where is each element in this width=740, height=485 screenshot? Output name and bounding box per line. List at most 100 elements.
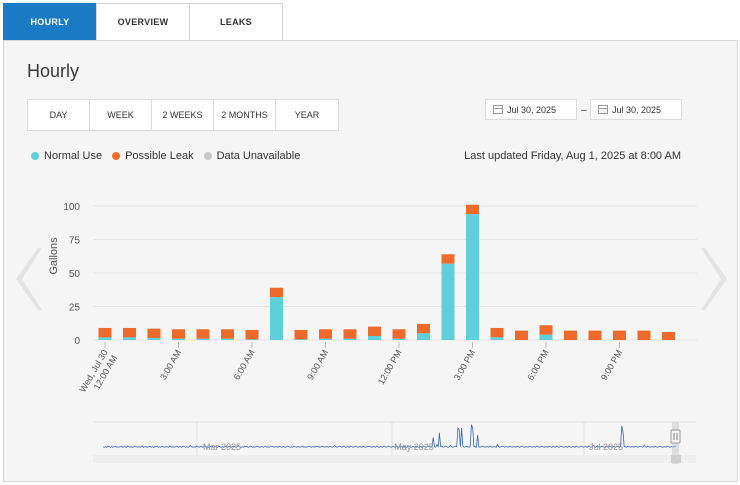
bar-possible-leak[interactable] <box>515 330 528 340</box>
svg-text:3:00 PM: 3:00 PM <box>452 348 477 382</box>
range-2-months-button[interactable]: 2 MONTHS <box>214 100 276 130</box>
bar-possible-leak[interactable] <box>417 323 430 334</box>
bar-possible-leak[interactable] <box>613 330 626 340</box>
bar-possible-leak[interactable] <box>539 325 553 335</box>
possible-leak-swatch <box>112 152 121 160</box>
bar-normal-use[interactable] <box>270 297 283 340</box>
bar-possible-leak[interactable] <box>368 326 381 336</box>
y-tick-label: 25 <box>69 303 81 314</box>
bar-normal-use[interactable] <box>123 337 136 340</box>
date-separator: – <box>581 105 587 116</box>
navigator-background <box>93 422 696 458</box>
navigator-series-line <box>102 424 677 449</box>
range-navigator[interactable]: Mar 2025 May 2025 Jul 2025 <box>93 421 696 464</box>
page-title: Hourly <box>27 61 80 81</box>
last-updated-text: Last updated Friday, Aug 1, 2025 at 8:00… <box>464 150 681 162</box>
x-tick-label: 12:00 PM <box>376 348 404 386</box>
bar-normal-use[interactable] <box>221 338 234 340</box>
bar-normal-use[interactable] <box>98 337 112 340</box>
tab-leaks[interactable]: LEAKS <box>189 3 283 40</box>
navigator-scrollbar-track[interactable] <box>93 455 696 463</box>
chevron-right-icon[interactable] <box>701 248 729 310</box>
bar-possible-leak[interactable] <box>172 329 185 339</box>
legend-normal-use[interactable]: Normal Use <box>31 150 102 162</box>
bar-possible-leak[interactable] <box>662 331 675 340</box>
y-tick-label: 50 <box>69 269 81 280</box>
range-selector: DAY WEEK 2 WEEKS 2 MONTHS YEAR <box>27 99 339 131</box>
x-tick-label: 3:00 AM <box>158 348 183 382</box>
calendar-icon <box>598 105 608 114</box>
tab-overview[interactable]: OVERVIEW <box>96 3 190 40</box>
svg-text:9:00 AM: 9:00 AM <box>305 348 330 382</box>
bar-normal-use[interactable] <box>490 337 504 340</box>
navigator-scrollbar-thumb[interactable] <box>671 455 681 463</box>
bar-possible-leak[interactable] <box>637 330 651 340</box>
x-tick-label: 9:00 PM <box>599 348 624 382</box>
bar-possible-leak[interactable] <box>588 330 602 340</box>
bar-normal-use[interactable] <box>441 263 455 340</box>
view-tabs: HOURLY OVERVIEW LEAKS <box>3 3 283 40</box>
bar-possible-leak[interactable] <box>441 254 455 264</box>
data-unavailable-swatch <box>203 152 212 160</box>
normal-use-swatch <box>31 152 39 160</box>
navigator-handle-icon[interactable] <box>670 429 681 444</box>
bar-normal-use[interactable] <box>392 338 406 340</box>
y-axis-label: Gallons <box>48 237 60 275</box>
legend-leak-label: Possible Leak <box>125 150 194 162</box>
bar-possible-leak[interactable] <box>123 327 136 338</box>
legend-possible-leak[interactable]: Possible Leak <box>112 150 194 162</box>
bar-possible-leak[interactable] <box>294 329 308 340</box>
y-tick-label: 100 <box>63 202 80 213</box>
bar-normal-use[interactable] <box>417 333 430 340</box>
navigator-date-label: Mar 2025 <box>203 442 241 452</box>
bar-normal-use[interactable] <box>147 337 161 340</box>
bar-possible-leak[interactable] <box>319 329 332 339</box>
bar-normal-use[interactable] <box>294 339 308 340</box>
y-tick-label: 75 <box>69 236 81 247</box>
date-to-field[interactable] <box>590 99 682 120</box>
bar-normal-use[interactable] <box>539 334 553 340</box>
hourly-panel: Hourly DAY WEEK 2 WEEKS 2 MONTHS YEAR – … <box>3 40 738 482</box>
bar-normal-use[interactable] <box>368 335 381 340</box>
bar-possible-leak[interactable] <box>270 287 283 298</box>
range-2-weeks-button[interactable]: 2 WEEKS <box>152 100 214 130</box>
y-axis-ticks: 0 25 50 75 100 <box>63 202 80 347</box>
range-day-button[interactable]: DAY <box>28 100 90 130</box>
x-tick-label: 6:00 PM <box>525 348 550 382</box>
bar-normal-use[interactable] <box>319 338 332 340</box>
svg-text:6:00 AM: 6:00 AM <box>232 348 257 382</box>
svg-text:6:00 PM: 6:00 PM <box>525 348 550 382</box>
y-tick-label: 0 <box>74 336 80 347</box>
bar-normal-use[interactable] <box>172 338 185 340</box>
range-year-button[interactable]: YEAR <box>294 110 320 120</box>
bar-normal-use[interactable] <box>245 339 259 340</box>
tab-hourly[interactable]: HOURLY <box>3 3 97 40</box>
chart-legend: Normal Use Possible Leak Data Unavailabl… <box>31 150 310 162</box>
bar-possible-leak[interactable] <box>196 329 210 339</box>
chevron-left-icon[interactable] <box>14 248 42 310</box>
date-from-input[interactable] <box>507 104 571 115</box>
x-tick-label: 3:00 PM <box>452 348 477 382</box>
bar-possible-leak[interactable] <box>564 330 577 340</box>
bar-normal-use[interactable] <box>466 214 479 340</box>
x-tick-label: 9:00 AM <box>305 348 330 382</box>
bar-possible-leak[interactable] <box>221 329 234 339</box>
bar-possible-leak[interactable] <box>98 327 112 338</box>
date-to-input[interactable] <box>612 104 676 115</box>
bar-possible-leak[interactable] <box>466 204 479 215</box>
navigator-date-label: Jul 2025 <box>589 442 623 452</box>
svg-text:3:00 AM: 3:00 AM <box>158 348 183 382</box>
bar-possible-leak[interactable] <box>343 329 357 339</box>
range-week-button[interactable]: WEEK <box>90 100 152 130</box>
bar-possible-leak[interactable] <box>147 328 161 338</box>
bar-possible-leak[interactable] <box>245 329 259 340</box>
bar-possible-leak[interactable] <box>392 329 406 339</box>
date-from-field[interactable] <box>485 99 577 120</box>
legend-data-unavailable[interactable]: Data Unavailable <box>203 150 300 162</box>
bar-normal-use[interactable] <box>343 338 357 340</box>
bar-possible-leak[interactable] <box>490 327 504 338</box>
calendar-icon <box>493 105 503 114</box>
bar-normal-use[interactable] <box>196 338 210 340</box>
